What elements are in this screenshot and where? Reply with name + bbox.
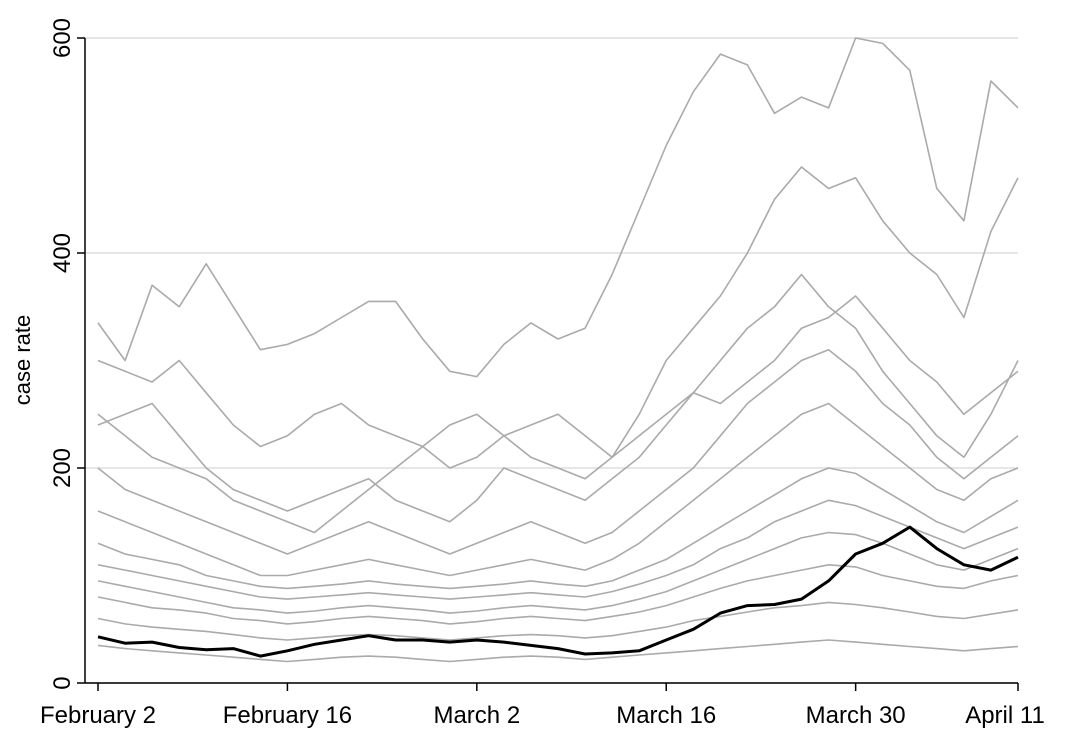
x-tick-label: February 16 — [223, 702, 352, 729]
series-line — [97, 564, 1019, 625]
series-line — [97, 295, 1019, 534]
x-tick-label: April 11 — [965, 702, 1045, 729]
x-tick-label: March 30 — [806, 702, 906, 729]
y-tick-label: 600 — [49, 18, 76, 58]
series-line — [97, 166, 1019, 469]
series-line — [97, 402, 1019, 577]
y-tick-label: 400 — [49, 233, 76, 273]
series-line — [97, 37, 1019, 378]
series-line — [97, 531, 1019, 614]
series-line — [97, 601, 1019, 641]
x-tick-label: March 16 — [616, 702, 716, 729]
y-axis-label: case rate — [10, 315, 35, 406]
series-line — [97, 273, 1019, 523]
y-tick-label: 0 — [49, 676, 76, 689]
series-line — [97, 499, 1019, 600]
x-tick-label: February 2 — [40, 702, 156, 729]
y-tick-label: 200 — [49, 448, 76, 488]
series-line — [97, 525, 1019, 658]
series-line — [97, 467, 1019, 590]
series-line — [97, 639, 1019, 663]
x-tick-label: March 2 — [433, 702, 520, 729]
series-line — [97, 348, 1019, 555]
